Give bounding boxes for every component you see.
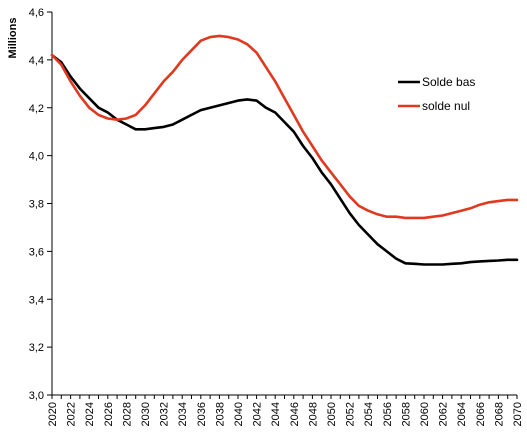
y-tick-label: 3,0: [29, 390, 44, 402]
x-tick-label: 2062: [438, 402, 450, 426]
x-tick-label: 2028: [121, 402, 133, 426]
y-tick-label: 4,6: [29, 7, 44, 19]
y-tick-label: 3,4: [29, 294, 44, 306]
x-tick-label: 2032: [159, 402, 171, 426]
series-line-solde-bas: [50, 53, 519, 266]
y-tick-label: 4,0: [29, 151, 44, 163]
y-tick-label: 3,2: [29, 342, 44, 354]
y-tick-label: 4,2: [29, 103, 44, 115]
series-layer: [50, 34, 519, 266]
x-tick-label: 2026: [103, 402, 115, 426]
x-tick-label: 2046: [289, 402, 301, 426]
x-tick-label: 2040: [233, 402, 245, 426]
legend-label: solde nul: [422, 99, 470, 113]
x-tick-label: 2068: [493, 402, 505, 426]
y-tick-label: 3,8: [29, 199, 44, 211]
y-axis-title: Millions: [7, 18, 19, 59]
y-tick-label: 4,4: [29, 55, 44, 67]
x-tick-label: 2020: [47, 402, 59, 426]
x-tick-label: 2030: [140, 402, 152, 426]
x-tick-label: 2066: [475, 402, 487, 426]
x-tick-label: 2022: [66, 402, 78, 426]
x-tick-label: 2044: [270, 402, 282, 426]
y-tick-label: 3,6: [29, 246, 44, 258]
x-tick-label: 2050: [326, 402, 338, 426]
plot-area: [51, 12, 517, 396]
x-tick-label: 2070: [512, 402, 524, 426]
series-line-solde-nul: [50, 34, 519, 220]
x-tick-label: 2058: [400, 402, 412, 426]
x-tick-label: 2052: [345, 402, 357, 426]
legend: Solde bas solde nul: [398, 75, 475, 113]
x-tick-label: 2036: [196, 402, 208, 426]
x-tick-label: 2038: [214, 402, 226, 426]
x-tick-label: 2024: [84, 402, 96, 426]
x-axis: 2020 2022 2024 2026 2028 2030 2032 2034 2036 2038…: [47, 395, 524, 426]
x-tick-label: 2056: [382, 402, 394, 426]
x-tick-label: 2034: [177, 402, 189, 426]
legend-label: Solde bas: [422, 75, 475, 89]
x-tick-label: 2048: [307, 402, 319, 426]
x-tick-label: 2060: [419, 402, 431, 426]
x-tick-label: 2054: [363, 402, 375, 426]
x-tick-label: 2064: [456, 402, 468, 426]
x-tick-label: 2042: [252, 402, 264, 426]
y-axis: 3,0 3,2 3,4 3,6 3,8 4,0 4,2 4,4 4,6: [29, 7, 52, 402]
